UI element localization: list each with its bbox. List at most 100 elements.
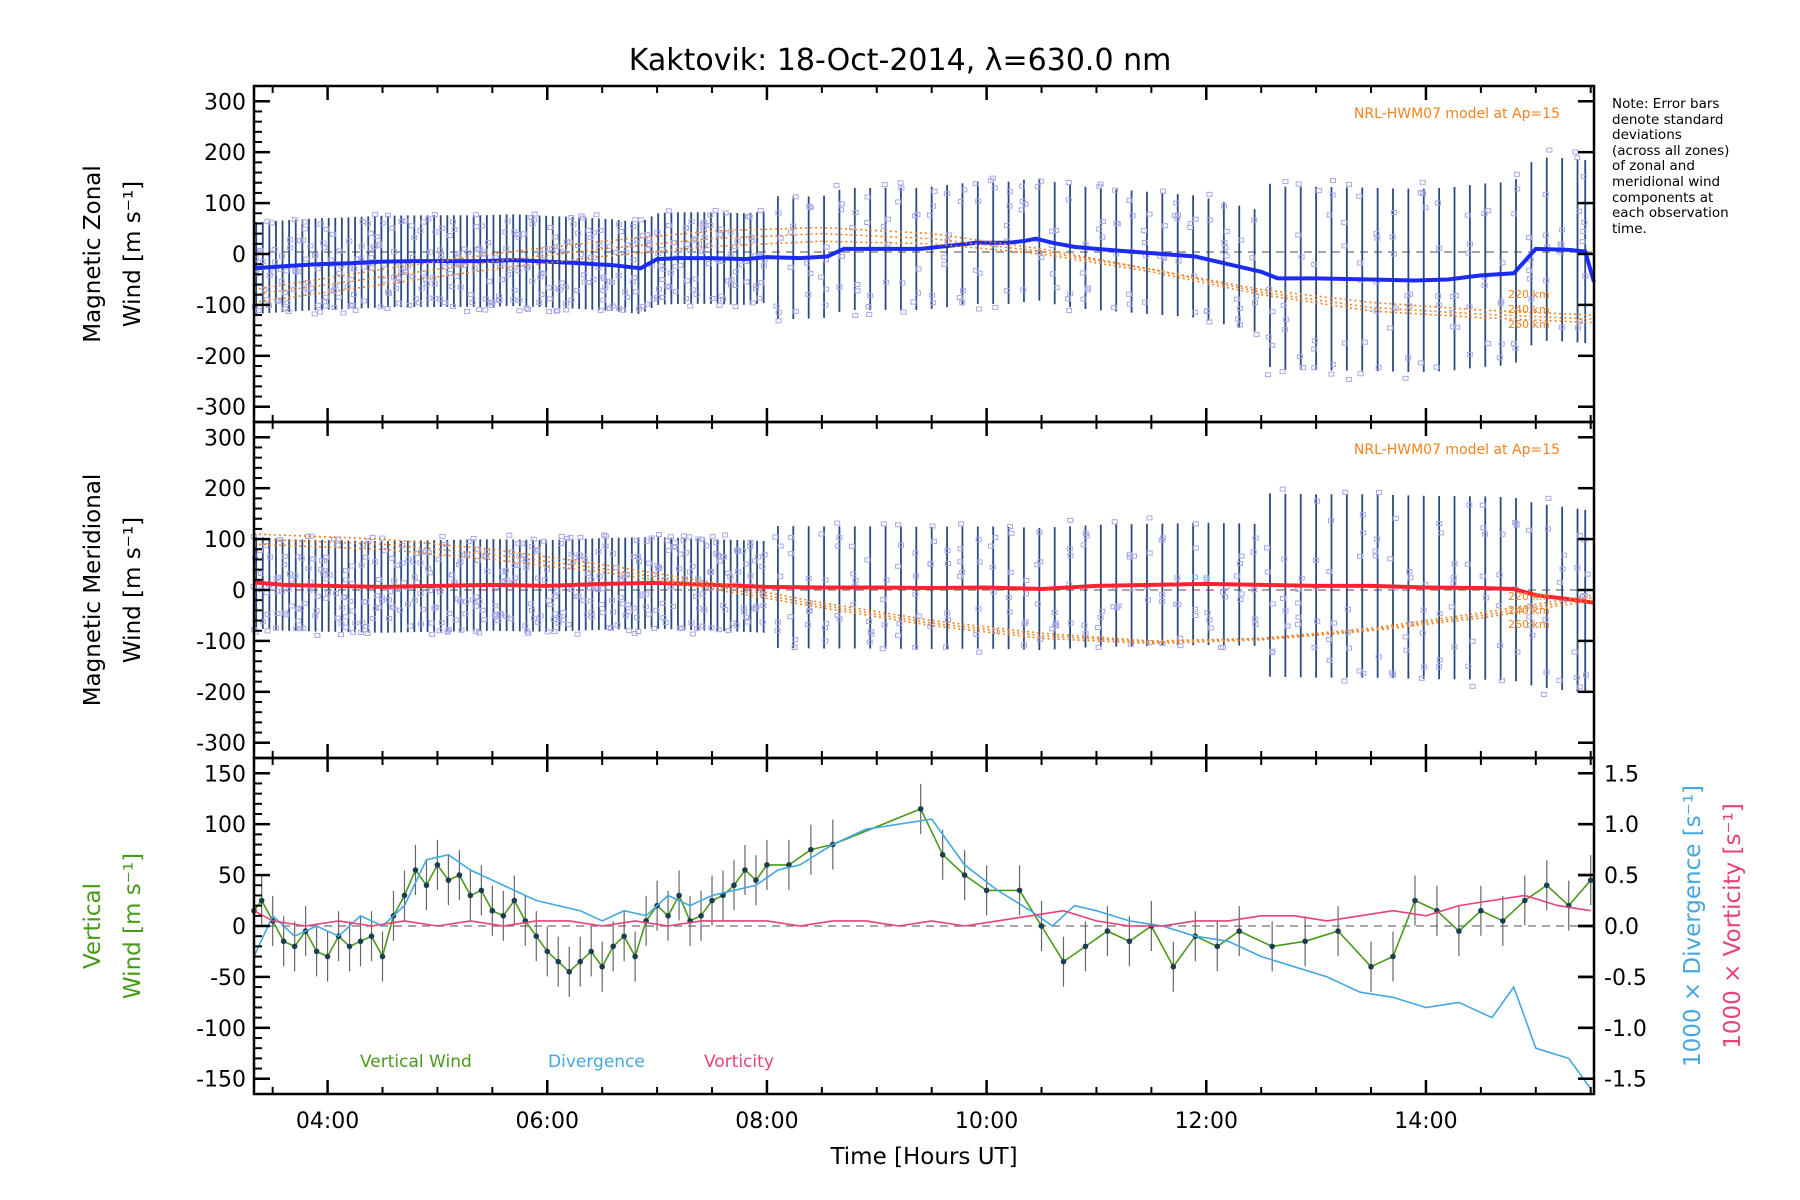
meridional-zone-sample: [393, 562, 400, 568]
meridional-zone-sample: [1280, 595, 1287, 601]
meridional-zone-sample: [1357, 553, 1364, 559]
zonal-zone-sample: [1282, 179, 1289, 185]
zonal-zone-sample: [446, 233, 453, 239]
meridional-zone-sample: [1571, 649, 1578, 655]
zonal-zone-sample: [1065, 180, 1072, 186]
meridional-zone-sample: [334, 615, 341, 621]
meridional-zone-sample: [1469, 683, 1476, 689]
zonal-zone-sample: [639, 233, 646, 239]
zonal-zone-sample: [503, 246, 510, 252]
meridional-zone-sample: [1021, 642, 1028, 648]
zonal-zone-sample: [574, 287, 581, 293]
zonal-zone-sample: [482, 307, 489, 313]
zonal-zone-sample: [515, 235, 522, 241]
zonal-zone-sample: [271, 259, 278, 265]
meridional-zone-sample: [630, 553, 637, 559]
meridional-zone-sample: [944, 610, 951, 616]
meridional-zone-sample: [1177, 643, 1184, 649]
meridional-zone-sample: [528, 601, 535, 607]
vertical-wind-point: [1126, 938, 1133, 945]
meridional-zone-sample: [560, 610, 567, 616]
meridional-zone-sample: [472, 603, 479, 609]
meridional-zone-sample: [760, 603, 767, 609]
zonal-zone-sample: [654, 294, 661, 300]
note-line: (across all zones): [1612, 142, 1730, 159]
zonal-zone-sample: [1341, 243, 1348, 249]
meridional-zone-sample: [414, 579, 421, 585]
zonal-zone-sample: [1481, 282, 1488, 288]
zonal-zone-sample: [805, 291, 812, 297]
zonal-zone-sample: [395, 275, 402, 281]
meridional-zone-sample: [719, 554, 726, 560]
zonal-zone-sample: [732, 269, 739, 275]
meridional-zone-sample: [676, 625, 683, 631]
zonal-zone-sample: [749, 300, 756, 306]
zonal-zone-sample: [300, 237, 307, 243]
zonal-zone-sample: [540, 271, 547, 277]
zonal-zone-sample: [556, 287, 563, 293]
meridional-zone-sample: [1448, 604, 1455, 610]
meridional-zone-sample: [866, 639, 873, 645]
meridional-zone-sample: [689, 631, 696, 637]
zonal-zone-sample: [961, 187, 968, 193]
zonal-zone-sample: [449, 219, 456, 225]
zonal-zone-sample: [1373, 230, 1380, 236]
panel-meridional: 300 200 100 0 -100 -200 -300 NRL-HWM07 model a…: [80, 420, 1596, 760]
zonal-zone-sample: [866, 312, 873, 318]
meridional-alt-label-240: 240 km: [1508, 604, 1550, 617]
zonal-zone-sample: [1281, 327, 1288, 333]
x-tick-label: 04:00: [296, 1109, 359, 1134]
zonal-zone-sample: [403, 268, 410, 274]
meridional-zone-sample: [266, 554, 273, 560]
meridional-zone-sample: [274, 588, 281, 594]
zonal-zone-sample: [579, 215, 586, 221]
zonal-zone-sample: [385, 290, 392, 296]
meridional-zone-sample: [1192, 545, 1199, 551]
zonal-zone-sample: [1449, 293, 1456, 299]
meridional-zone-sample: [633, 615, 640, 621]
meridional-zone-sample: [1437, 530, 1444, 536]
meridional-zone-sample: [992, 535, 999, 541]
zonal-zone-sample: [1099, 234, 1106, 240]
meridional-zone-sample: [1576, 684, 1583, 690]
meridional-zone-sample: [1560, 552, 1567, 558]
zonal-zone-sample: [545, 285, 552, 291]
zonal-zone-sample: [1038, 255, 1045, 261]
vertical-series-line-0: [253, 807, 1592, 973]
meridional-zone-sample: [564, 536, 571, 542]
meridional-zone-sample: [944, 548, 951, 554]
zonal-zone-sample: [563, 307, 570, 313]
zonal-zone-sample: [746, 214, 753, 220]
meridional-zone-sample: [823, 621, 830, 627]
zonal-zone-sample: [1514, 186, 1521, 192]
meridional-zone-sample: [264, 628, 271, 634]
vertical-wind-point: [313, 948, 320, 955]
vertical-wind-point: [511, 897, 518, 904]
note-box: Note: Error bars denote standard deviati…: [1612, 96, 1792, 237]
zonal-alt-label-220: 220 km: [1508, 288, 1550, 301]
vertical-wind-point: [489, 907, 496, 914]
zonal-zone-sample: [865, 304, 872, 310]
zonal-zone-sample: [992, 304, 999, 310]
zonal-zone-sample: [1265, 372, 1272, 378]
zonal-zone-sample: [1513, 171, 1520, 177]
meridional-zone-sample: [660, 600, 667, 606]
meridional-zone-sample: [689, 563, 696, 569]
zonal-zone-sample: [1559, 227, 1566, 233]
meridional-zone-sample: [662, 620, 669, 626]
meridional-zone-sample: [342, 568, 349, 574]
zonal-zone-sample: [1406, 303, 1413, 309]
zonal-zone-sample: [1160, 188, 1167, 194]
zonal-model-label: NRL-HWM07 model at Ap=15: [1354, 106, 1560, 122]
zonal-zone-sample: [972, 181, 979, 187]
meridional-zone-sample: [620, 572, 627, 578]
meridional-zone-sample: [558, 533, 565, 539]
zonal-zone-sample: [581, 272, 588, 278]
meridional-zone-sample: [480, 617, 487, 623]
vertical-wind-point: [401, 892, 408, 899]
zonal-zone-sample: [898, 185, 905, 191]
zonal-zone-sample: [1252, 300, 1259, 306]
vertical-wind-point: [577, 958, 584, 965]
zonal-zone-sample: [722, 210, 729, 216]
zonal-zone-sample: [473, 224, 480, 230]
